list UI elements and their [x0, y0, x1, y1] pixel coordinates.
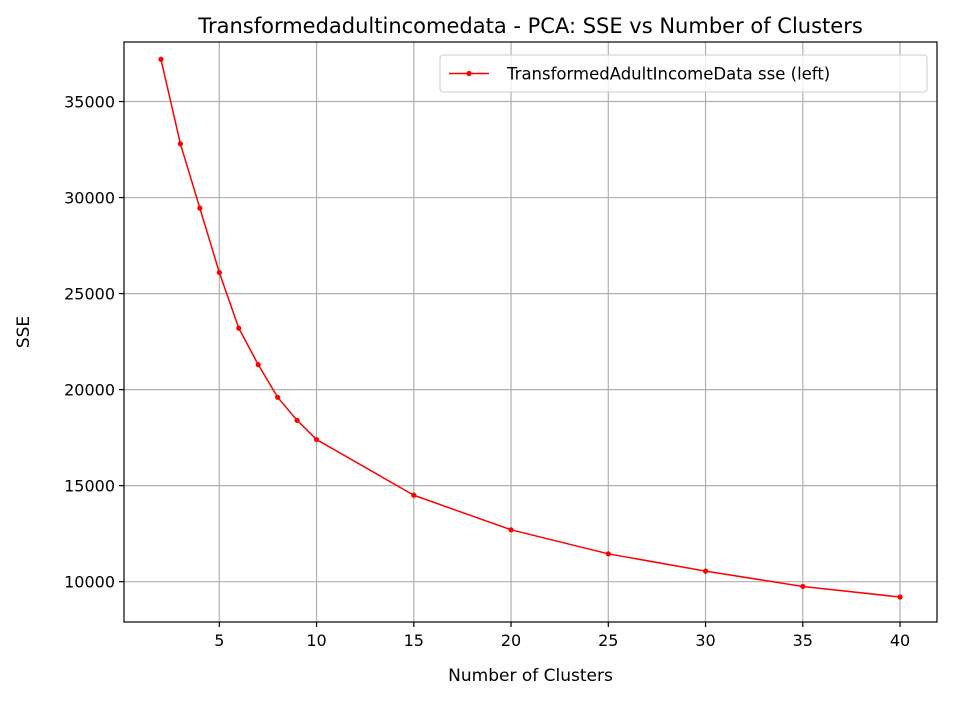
data-point — [411, 492, 417, 498]
plot-frame — [123, 41, 938, 623]
x-tick-label: 10 — [306, 631, 326, 650]
data-point — [177, 141, 184, 147]
y-tick-label: 10000 — [64, 573, 115, 592]
x-tick-label: 20 — [501, 631, 521, 650]
chart-title: Transformedadultincomedata - PCA: SSE vs… — [197, 14, 863, 38]
data-point — [897, 594, 903, 600]
data-point — [255, 362, 261, 368]
x-tick-label: 5 — [214, 631, 224, 650]
data-point — [294, 417, 300, 423]
x-tick-label: 15 — [404, 631, 424, 650]
legend: TransformedAdultIncomeData sse (left) — [439, 54, 928, 93]
data-point — [508, 527, 514, 533]
data-point — [197, 205, 203, 211]
data-point — [275, 394, 281, 400]
y-tick-label: 30000 — [64, 189, 115, 208]
x-tick-label: 25 — [598, 631, 618, 650]
x-axis-label: Number of Clusters — [448, 666, 613, 686]
data-point — [158, 56, 164, 62]
data-point — [702, 568, 709, 574]
legend-box — [439, 54, 928, 93]
series-layer — [158, 56, 903, 600]
data-point — [313, 436, 320, 443]
legend-label: TransformedAdultIncomeData sse (left) — [506, 65, 830, 84]
y-tick-label: 35000 — [64, 93, 115, 112]
y-tick-label: 20000 — [64, 381, 115, 400]
grid-lines — [124, 42, 937, 622]
x-tick-label: 35 — [793, 631, 813, 650]
x-tick-label: 40 — [890, 631, 910, 650]
y-axis-label: SSE — [14, 316, 34, 348]
y-tick-label: 25000 — [64, 285, 115, 304]
x-tick-label: 30 — [695, 631, 715, 650]
series-line — [160, 59, 901, 598]
data-point — [800, 583, 806, 590]
axis-ticks: 5 10 15 20 25 30 35 40 10000 15000 20000 25000 30000… — [64, 93, 910, 650]
legend-marker-sample — [466, 70, 472, 77]
y-tick-label: 15000 — [64, 477, 115, 496]
data-point — [216, 269, 222, 276]
data-point — [605, 551, 611, 557]
data-point — [236, 325, 242, 331]
